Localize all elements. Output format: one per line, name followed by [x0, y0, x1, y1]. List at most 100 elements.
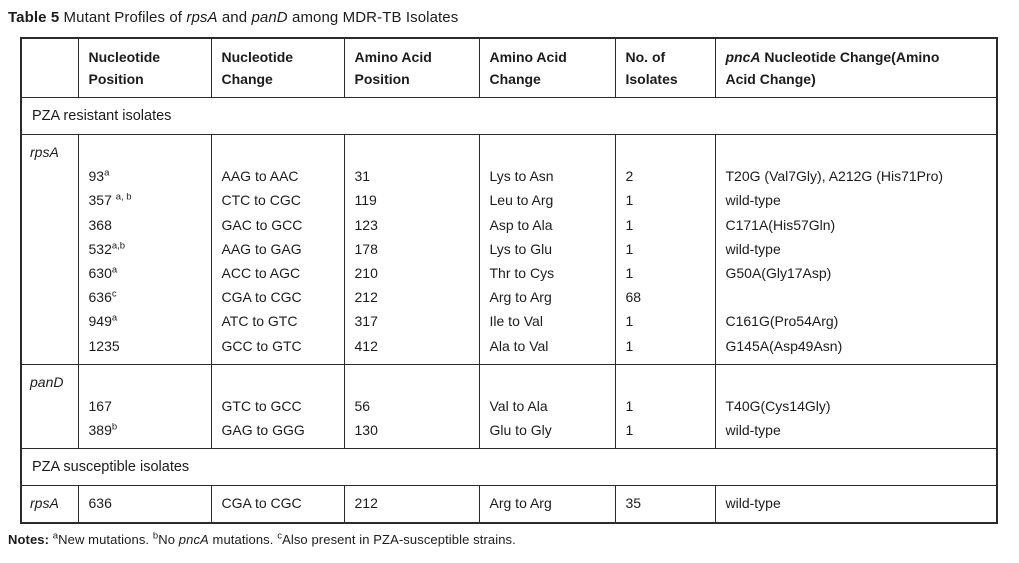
spacer-line: [345, 370, 478, 394]
superscript-marker: a, b: [115, 191, 132, 203]
position-value: 93a: [79, 164, 210, 188]
text-segment: 636: [88, 289, 112, 306]
cell-amino-acid-position-value: 56: [354, 398, 371, 414]
gene-block-rpsA: rpsA 93a 357 a, b 368 532a,b 630a 636c 949a 1235…: [20, 134, 998, 365]
cell-nucleotide-change: AAG to AAC CTC to CGC GAC to GCC AAG to GAG…: [210, 134, 345, 365]
cell-amino-acid-change: Lys to Asn Leu to Arg Asp to Ala Lys to Glu…: [478, 134, 616, 365]
superscript-marker: a: [111, 312, 118, 324]
section-row-pza-resistant-isolates: PZA resistant isolates: [20, 97, 998, 135]
spacer-line: [212, 140, 343, 164]
cell-amino-acid-position: 56 130: [343, 363, 480, 450]
text-segment: Notes:: [8, 531, 53, 547]
cell-amino-acid-position-value: 212: [354, 289, 378, 306]
spacer-line: [716, 140, 996, 164]
cell-pnca-change-value: wild-type: [725, 422, 781, 439]
cell-nucleotide-change-value: CGA to CGC: [221, 495, 302, 512]
cell-nucleotide-change-value: ACC to AGC: [221, 265, 301, 281]
position-value: 368: [79, 213, 210, 237]
cell-amino-acid-position-value: 123: [354, 216, 378, 233]
table-body: PZA resistant isolates rpsA 93a 357 a, b 368…: [20, 97, 998, 524]
superscript-marker: a: [104, 167, 110, 179]
cell-no-of-isolates-value: 2: [625, 168, 634, 185]
gene-block-panD: panD 167 389b GTC to GCC GAG to GGG 56 130 Val …: [20, 363, 998, 450]
cell-pnca-change-value: wild-type: [725, 192, 781, 209]
cell-nucleotide-change-value: GAC to GCC: [221, 216, 303, 233]
spacer-line: [79, 370, 210, 394]
gene-name: rpsA: [30, 144, 59, 160]
spacer-line: [616, 140, 714, 164]
text-segment: Nucleotide Position: [88, 49, 161, 87]
col-header-pnca-change: pncA Nucleotide Change(Amino Acid Change): [714, 37, 998, 98]
cell-amino-acid-change-value: Glu to Gly: [489, 422, 552, 439]
cell-no-of-isolates: 35: [614, 485, 716, 524]
cell-no-of-isolates-value: 1: [625, 240, 634, 257]
text-segment: Also present in PZA-susceptible strains.: [282, 531, 516, 547]
cell-nucleotide-change-value: GCC to GTC: [221, 337, 302, 354]
cell-amino-acid-change-value: Arg to Arg: [489, 289, 552, 306]
position-value: 167: [79, 394, 210, 418]
spacer-line: [212, 370, 343, 394]
col-header-nucleotide-change: Nucleotide Change: [210, 37, 345, 98]
cell-amino-acid-change-value: Asp to Ala: [489, 216, 553, 233]
text-segment: pncA: [178, 531, 209, 547]
section-row-pza-susceptible-isolates: PZA susceptible isolates: [20, 448, 998, 487]
text-segment: 368: [88, 216, 112, 233]
text-segment: Amino Acid Position: [354, 49, 432, 87]
cell-pnca-change-value: wild-type: [725, 495, 781, 512]
position-value: 1235: [79, 334, 210, 358]
spacer-line: [79, 140, 210, 164]
table-header: Nucleotide Position Nucleotide Change Amin…: [20, 37, 998, 98]
text-segment: Nucleotide Change(Amino: [760, 49, 940, 65]
text-segment: Nucleotide Change: [221, 49, 294, 87]
cell-amino-acid-position-value: 210: [354, 265, 378, 281]
superscript-marker: a,b: [111, 240, 126, 252]
cell-amino-acid-change: Val to Ala Glu to Gly: [478, 363, 616, 450]
cell-pnca-change: T40G(Cys14Gly) wild-type: [714, 363, 998, 450]
cell-amino-acid-change-value: Leu to Arg: [489, 192, 554, 209]
spacer-line: [345, 140, 478, 164]
cell-amino-acid-change: Arg to Arg: [478, 485, 616, 524]
col-header-nucleotide-position: Nucleotide Position: [77, 37, 212, 98]
cell-amino-acid-position-value: 119: [354, 192, 377, 209]
text-segment: 389: [88, 422, 112, 439]
cell-pnca-change-value: T20G (Val7Gly), A212G (His71Pro): [725, 168, 944, 185]
text-segment: among MDR-TB Isolates: [287, 9, 459, 26]
text-segment: Table 5: [8, 9, 60, 26]
gene-name: panD: [30, 373, 64, 390]
cell-pnca-change: T20G (Val7Gly), A212G (His71Pro) wild-typ…: [714, 134, 998, 365]
superscript-marker: a: [111, 264, 118, 276]
superscript-marker: c: [277, 530, 283, 542]
cell-gene: rpsA: [20, 134, 79, 365]
cell-pnca-change-value: C171A(His57Gln): [725, 216, 836, 233]
paper-table-figure: Table 5 Mutant Profiles of rpsA and panD…: [8, 8, 1019, 547]
gene-name: rpsA: [30, 495, 59, 512]
superscript-marker: c: [111, 288, 117, 300]
text-segment: 630: [88, 265, 112, 281]
cell-no-of-isolates-value: 1: [625, 398, 634, 414]
cell-amino-acid-position-value: 178: [354, 240, 378, 257]
position-value: 636: [79, 491, 210, 515]
cell-pnca-change-value: wild-type: [725, 240, 781, 257]
spacer-line: [480, 140, 614, 164]
cell-pnca-change-value: G50A(Gly17Asp): [725, 265, 832, 281]
cell-amino-acid-position: 31 119 123 178 210 212 317 412: [343, 134, 480, 365]
text-segment: rpsA: [186, 9, 218, 26]
text-segment: New mutations.: [58, 531, 153, 547]
mutant-profiles-table: Nucleotide Position Nucleotide Change Amin…: [20, 37, 998, 524]
col-header-amino-acid-change: Amino Acid Change: [478, 37, 616, 98]
cell-no-of-isolates-value: 1: [625, 422, 634, 439]
table-caption: Table 5 Mutant Profiles of rpsA and panD…: [8, 8, 1019, 28]
cell-no-of-isolates-value: 1: [625, 337, 634, 354]
cell-nucleotide-change-value: CGA to CGC: [221, 289, 302, 306]
superscript-marker: a: [52, 530, 59, 542]
spacer-line: [716, 370, 996, 394]
cell-amino-acid-change-value: Lys to Asn: [489, 168, 554, 185]
cell-nucleotide-change-value: AAG to GAG: [221, 240, 302, 257]
section-header-label: PZA susceptible isolates: [20, 448, 998, 487]
cell-amino-acid-change-value: Ile to Val: [489, 313, 543, 330]
cell-nucleotide-change: GTC to GCC GAG to GGG: [210, 363, 345, 450]
text-segment: 167: [88, 398, 112, 414]
text-segment: 949: [88, 313, 112, 330]
